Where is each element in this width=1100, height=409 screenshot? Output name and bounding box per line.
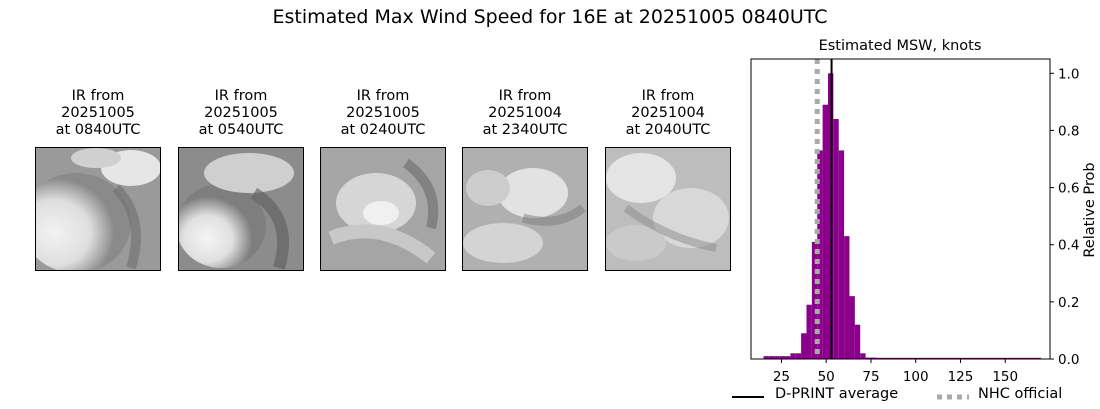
histogram-bar [838,150,845,359]
x-tick-label: 150 [992,369,1018,385]
histogram-bar [817,150,823,359]
ir-panel-2-line2: 20251005 [204,105,278,121]
ir-satellite-image-2 [178,147,304,271]
histogram-bar [763,356,769,359]
ir-panel-4: IR from 20251004 at 2340UTC [462,88,588,271]
ir-panel-4-line3: at 2340UTC [482,122,568,138]
x-tick-label: 125 [948,369,974,385]
ir-satellite-image-4 [462,147,588,271]
legend-nhc-label: NHC official [978,386,1063,402]
figure-title: Estimated Max Wind Speed for 16E at 2025… [272,6,828,28]
histogram-tail-bar [870,357,1042,359]
histogram-bar [790,353,796,359]
ir-panel-1-line2: 20251005 [61,105,135,121]
ir-panel-3-line3: at 0240UTC [340,122,426,138]
ir-satellite-image-3 [320,147,446,271]
ir-panel-5-line2: 20251004 [631,105,705,121]
histogram-bar [860,353,866,359]
histogram-bar [806,304,812,359]
ir-panel-4-line1: IR from [498,88,552,104]
y-tick-label: 0.2 [1058,295,1079,311]
plot-frame [750,58,1051,360]
y-tick-label: 0.6 [1058,181,1079,197]
histogram-bar [844,236,850,359]
ir-panel-3-line2: 20251005 [346,105,420,121]
ir-satellite-image-1 [35,147,161,271]
y-tick-label: 1.0 [1058,66,1079,82]
histogram-bar [833,119,839,359]
y-axis-label: Relative Prob [1082,162,1098,257]
x-tick-label: 50 [818,369,835,385]
ir-panel-2-line1: IR from [214,88,268,104]
histogram-bar [774,356,780,359]
histogram-bar [854,324,861,359]
histogram-bar [822,104,828,359]
legend-dprint-line [732,396,764,398]
ir-panel-3: IR from 20251005 at 0240UTC [320,88,446,271]
histogram-bar [811,241,818,359]
y-tick-label: 0.0 [1058,352,1079,368]
ir-panel-1-line1: IR from [71,88,125,104]
chart-title: Estimated MSW, knots [819,38,982,54]
histogram-bar [768,356,775,359]
x-tick-label: 75 [862,369,879,385]
histogram-bar [785,356,791,359]
x-tick-label: 100 [903,369,929,385]
legend-nhc-line [937,394,969,400]
histogram-bar [801,333,807,359]
ir-panel-5-line1: IR from [641,88,695,104]
histogram-bar [865,357,871,359]
histogram-bar [795,353,802,359]
ir-panel-2-line3: at 0540UTC [198,122,284,138]
ir-panel-5: IR from 20251004 at 2040UTC [605,88,731,271]
ir-panel-1: IR from 20251005 at 0840UTC [35,88,161,271]
ir-panel-3-line1: IR from [356,88,410,104]
ir-panel-2: IR from 20251005 at 0540UTC [178,88,304,271]
legend-dprint-label: D-PRINT average [775,386,899,402]
ir-panel-5-line3: at 2040UTC [625,122,711,138]
x-tick-label: 25 [773,369,790,385]
ir-satellite-image-5 [605,147,731,271]
histogram-bar [849,296,855,359]
histogram-bar [779,356,786,359]
y-tick-label: 0.8 [1058,123,1079,139]
y-tick-label: 0.4 [1058,238,1079,254]
ir-panel-1-line3: at 0840UTC [55,122,141,138]
ir-panel-4-line2: 20251004 [488,105,562,121]
